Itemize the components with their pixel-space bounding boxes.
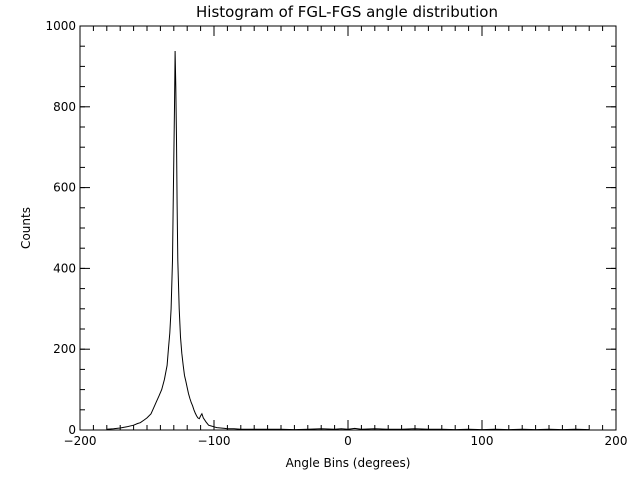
y-axis-label: Counts [19, 207, 33, 249]
y-tick-label: 1000 [45, 19, 76, 33]
axis-ticks [79, 25, 617, 431]
x-tick-labels: −200 −100 0 100 200 [64, 434, 628, 448]
y-tick-label: 0 [68, 423, 76, 437]
y-tick-label: 400 [53, 261, 76, 275]
y-tick-labels: 0 200 400 600 800 1000 [45, 19, 76, 437]
chart-title: Histogram of FGL-FGS angle distribution [196, 3, 498, 21]
x-tick-label: −100 [198, 434, 231, 448]
series-line [106, 50, 590, 431]
x-tick-label: 0 [344, 434, 352, 448]
x-axis-label: Angle Bins (degrees) [286, 456, 411, 470]
x-tick-label: 100 [471, 434, 494, 448]
y-tick-label: 200 [53, 342, 76, 356]
x-tick-label: 200 [605, 434, 628, 448]
x-tick-label: −200 [64, 434, 97, 448]
y-tick-label: 800 [53, 100, 76, 114]
y-tick-label: 600 [53, 181, 76, 195]
